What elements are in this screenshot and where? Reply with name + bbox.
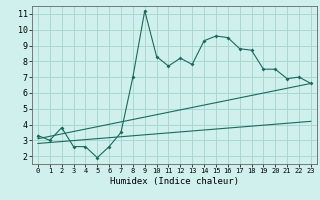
X-axis label: Humidex (Indice chaleur): Humidex (Indice chaleur) [110, 177, 239, 186]
